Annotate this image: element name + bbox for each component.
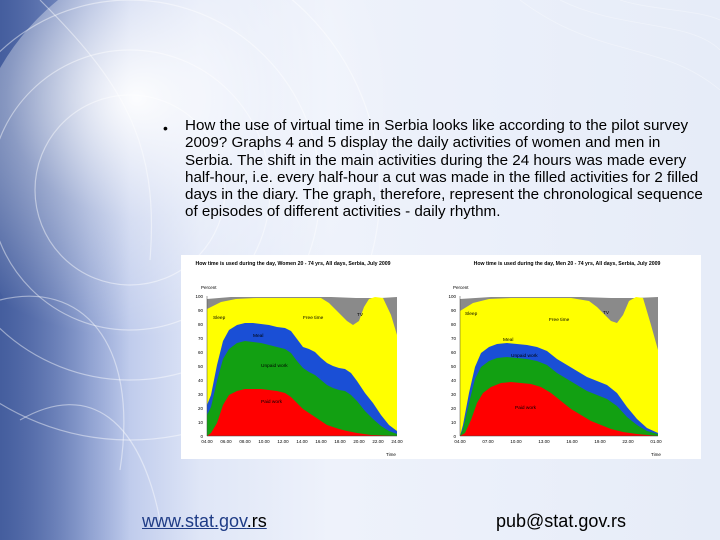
chart1-xtick: 12.00	[277, 439, 289, 444]
chart1-xtick: 10.00	[258, 439, 270, 444]
chart1-xticks: 04.00 06.00 08.00 10.00 12.00 14.00 16.0…	[201, 439, 403, 444]
chart2-xtick: 16.00	[566, 439, 578, 444]
chart2-ytick: 90	[451, 308, 457, 313]
chart2-ytick: 0	[453, 434, 456, 439]
chart2-area-labels: Sleep Free time TV Meal Unpaid work Paid…	[465, 310, 610, 411]
chart1-xtick: 20.00	[353, 439, 365, 444]
chart2-label-tv: TV	[603, 310, 610, 316]
chart2-ytick: 100	[448, 294, 456, 299]
chart1-label-tv: TV	[357, 312, 364, 318]
chart1-label-freetime: Free time	[303, 315, 324, 321]
chart1-paidwork-area	[207, 389, 397, 436]
chart2-ytick: 80	[451, 322, 457, 327]
chart2-ytick: 60	[451, 350, 457, 355]
chart1-xtick: 22.00	[372, 439, 384, 444]
chart1-ytick: 20	[198, 406, 204, 411]
chart2-xtick: 07.00	[482, 439, 494, 444]
chart2-label-sleep: Sleep	[465, 311, 478, 317]
chart2-xticks: 04.00 07.00 10.00 13.00 16.00 19.00 22.0…	[454, 439, 662, 444]
chart1-ytick: 90	[198, 308, 204, 313]
chart1-label-sleep: Sleep	[213, 315, 226, 321]
chart2-label-freetime: Free time	[549, 317, 570, 323]
chart1-label-paid: Paid work	[261, 399, 283, 405]
chart1-title-text: How time is used during the day, Women 2…	[195, 261, 390, 267]
chart1-xlabel: Time	[386, 452, 396, 457]
chart1-ytick: 60	[198, 350, 204, 355]
chart1-ytick: 30	[198, 392, 204, 397]
chart1-xtick: 18.00	[334, 439, 346, 444]
chart2-ytick: 20	[451, 406, 457, 411]
chart2-paidwork-area	[460, 382, 658, 436]
chart2-ytick: 40	[451, 378, 457, 383]
chart1-ytick: 50	[198, 364, 204, 369]
chart2-plot	[459, 296, 658, 437]
chart1-xtick: 16.00	[315, 439, 327, 444]
chart1-ytick: 40	[198, 378, 204, 383]
chart1-yticks: 100 90 80 70 60 50 40 30 20 10 0	[195, 294, 203, 439]
chart1-xtick: 08.00	[239, 439, 251, 444]
charts-figure: How time is used during the day, Women 2…	[181, 255, 701, 459]
chart1-ytick: 0	[200, 434, 203, 439]
chart1-ylabel: Percent	[201, 285, 217, 290]
chart2-label-unpaid: Unpaid work	[511, 353, 538, 359]
chart1-label-unpaid: Unpaid work	[261, 363, 288, 369]
chart1-ytick: 80	[198, 322, 204, 327]
chart1-label-meal: Meal	[253, 333, 263, 339]
chart2-ylabel: Percent	[453, 285, 469, 290]
chart2-yticks: 100 90 80 70 60 50 40 30 20 10 0	[448, 294, 456, 439]
chart1-area-labels: Sleep Free time TV Meal Unpaid work Paid…	[213, 312, 364, 405]
charts-svg: How time is used during the day, Women 2…	[195, 261, 662, 457]
chart1-ytick: 10	[198, 420, 204, 425]
chart2-ytick: 30	[451, 392, 457, 397]
chart2-xtick: 13.00	[538, 439, 550, 444]
body-paragraph: How the use of virtual time in Serbia lo…	[185, 117, 703, 221]
chart2-title-text: How time is used during the day, Men 20 …	[474, 261, 661, 267]
chart1-xtick: 06.00	[220, 439, 232, 444]
chart2-xtick: 22.00	[622, 439, 634, 444]
chart2-ytick: 70	[451, 336, 457, 341]
chart2-xlabel: Time	[651, 452, 661, 457]
bullet-marker: •	[163, 120, 168, 136]
chart-women: How time is used during the day, Women 2…	[195, 261, 403, 457]
website-link-main[interactable]: www.stat.gov	[142, 511, 247, 531]
chart1-title: How time is used during the day, Women 2…	[195, 261, 390, 267]
chart2-label-meal: Meal	[503, 337, 513, 343]
chart2-ytick: 50	[451, 364, 457, 369]
website-link[interactable]: www.stat.gov.rs	[142, 511, 267, 532]
chart2-ytick: 10	[451, 420, 457, 425]
contact-email: pub@stat.gov.rs	[496, 511, 626, 531]
chart1-xtick: 24.00	[391, 439, 403, 444]
chart1-plot	[206, 296, 397, 437]
chart2-xtick: 01.00	[650, 439, 662, 444]
chart1-xtick: 04.00	[201, 439, 213, 444]
website-link-suffix[interactable]: .rs	[246, 511, 267, 531]
chart1-xtick: 14.00	[296, 439, 308, 444]
chart2-xtick: 04.00	[454, 439, 466, 444]
chart-men: How time is used during the day, Men 20 …	[448, 261, 662, 457]
chart2-title: How time is used during the day, Men 20 …	[474, 261, 661, 267]
chart1-ytick: 70	[198, 336, 204, 341]
chart2-label-paid: Paid work	[515, 405, 537, 411]
chart2-xtick: 19.00	[594, 439, 606, 444]
chart2-xtick: 10.00	[510, 439, 522, 444]
chart1-ytick: 100	[195, 294, 203, 299]
